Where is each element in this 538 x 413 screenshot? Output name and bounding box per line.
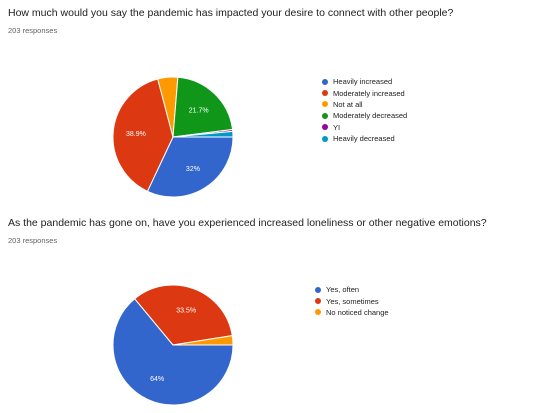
question-2-title: As the pandemic has gone on, have you ex… bbox=[8, 217, 487, 229]
pie-slice-heavily-increased[interactable] bbox=[146, 136, 234, 198]
legend-swatch bbox=[315, 286, 321, 293]
question-2: As the pandemic has gone on, have you ex… bbox=[8, 216, 528, 245]
question-1: How much would you say the pandemic has … bbox=[8, 6, 528, 35]
question-1-response-count: 203 responses bbox=[8, 26, 58, 35]
legend-item-yes-often[interactable]: Yes, often bbox=[315, 284, 389, 295]
legend-label: Heavily decreased bbox=[333, 134, 395, 144]
question-1-title: How much would you say the pandemic has … bbox=[8, 7, 454, 19]
legend-label: Moderately decreased bbox=[333, 111, 408, 121]
legend-label: Moderately increased bbox=[333, 88, 405, 98]
pie-slice-no-noticed-change[interactable] bbox=[172, 335, 234, 346]
pie-slice-moderately-decreased[interactable] bbox=[172, 76, 234, 138]
pie-chart-1: 32% 38.9% 21.7% bbox=[112, 76, 234, 198]
pie-slice-heavily-decreased[interactable] bbox=[172, 130, 234, 138]
legend-label: Not at all bbox=[333, 99, 363, 109]
legend-item-heavily-increased[interactable]: Heavily increased bbox=[322, 76, 407, 87]
legend-item-no-noticed-change[interactable]: No noticed change bbox=[315, 307, 389, 318]
legend-label: Yes, often bbox=[326, 285, 360, 295]
pie-slice-yes-sometimes[interactable] bbox=[134, 284, 233, 346]
legend-2: Yes, often Yes, sometimes No noticed chang… bbox=[315, 284, 389, 318]
legend-swatch bbox=[315, 309, 321, 316]
legend-label: Heavily increased bbox=[333, 77, 393, 87]
legend-label: No noticed change bbox=[326, 307, 389, 317]
slice-label-yes-often: 64% bbox=[150, 376, 164, 383]
legend-swatch bbox=[322, 90, 328, 97]
slice-label-moderately-increased: 38.9% bbox=[126, 131, 146, 138]
legend-item-yes-sometimes[interactable]: Yes, sometimes bbox=[315, 295, 389, 306]
legend-swatch bbox=[322, 78, 328, 85]
legend-swatch bbox=[322, 112, 328, 119]
legend-item-moderately-increased[interactable]: Moderately increased bbox=[322, 87, 407, 98]
pie-slice-moderately-increased[interactable] bbox=[112, 78, 174, 192]
question-2-response-count: 203 responses bbox=[8, 236, 58, 245]
slice-label-heavily-increased: 32% bbox=[186, 166, 200, 173]
legend-item-yi[interactable]: YI bbox=[322, 122, 407, 133]
legend-item-not-at-all[interactable]: Not at all bbox=[322, 99, 407, 110]
legend-swatch bbox=[322, 101, 328, 108]
legend-swatch bbox=[315, 298, 321, 305]
pie-chart-2: 64% 33.5% bbox=[112, 284, 234, 406]
legend-label: Yes, sometimes bbox=[326, 296, 379, 306]
slice-label-yes-sometimes: 33.5% bbox=[176, 308, 196, 315]
legend-item-heavily-decreased[interactable]: Heavily decreased bbox=[322, 133, 407, 144]
legend-swatch bbox=[322, 135, 328, 142]
legend-item-moderately-decreased[interactable]: Moderately decreased bbox=[322, 110, 407, 121]
slice-label-moderately-decreased: 21.7% bbox=[189, 108, 209, 115]
legend-1: Heavily increased Moderately increased Not… bbox=[322, 76, 407, 144]
pie-slice-yes-often[interactable] bbox=[112, 298, 234, 406]
legend-swatch bbox=[322, 124, 328, 131]
legend-label: YI bbox=[333, 122, 341, 132]
